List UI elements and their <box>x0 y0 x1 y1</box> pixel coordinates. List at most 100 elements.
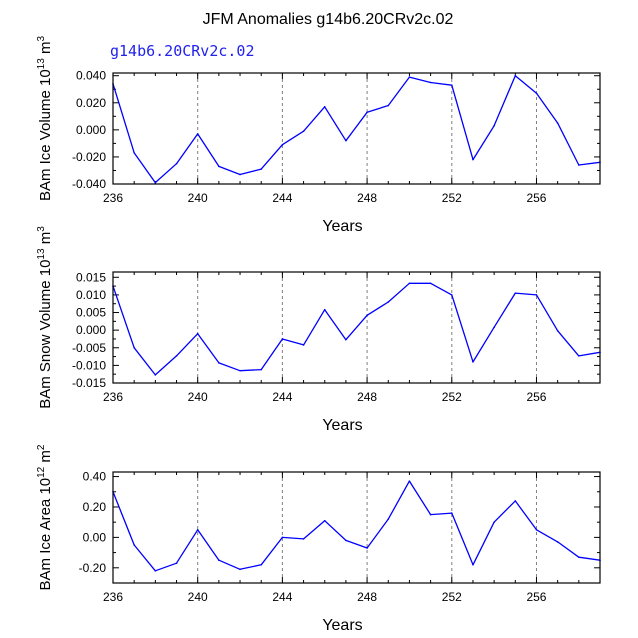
data-point <box>302 344 305 346</box>
data-point <box>154 374 157 376</box>
data-point <box>514 292 517 294</box>
x-tick-label: 248 <box>357 191 377 205</box>
data-point <box>281 143 284 146</box>
data-point <box>260 563 263 566</box>
data-point <box>281 338 284 340</box>
data-point <box>429 282 432 285</box>
data-point <box>366 547 368 549</box>
data-point <box>366 111 368 114</box>
y-axis-label: BAm Snow Volume 1013 m3 <box>36 226 54 409</box>
data-point <box>450 84 453 86</box>
data-point <box>175 562 178 565</box>
data-point <box>196 332 199 335</box>
data-point <box>345 338 347 341</box>
data-point <box>196 133 199 135</box>
plot-frame <box>112 72 601 185</box>
data-point <box>429 513 432 516</box>
y-tick-label: 0.015 <box>76 270 106 284</box>
data-point <box>408 76 411 78</box>
data-point <box>260 368 263 371</box>
data-point <box>133 346 135 349</box>
y-tick-label: -0.010 <box>72 358 106 372</box>
x-axis-label: Years <box>322 218 362 235</box>
data-point <box>387 518 390 520</box>
data-point <box>218 165 220 168</box>
x-tick-label: 236 <box>103 590 123 604</box>
data-point <box>387 301 390 303</box>
data-point <box>450 294 453 296</box>
data-point <box>260 168 263 170</box>
data-point <box>535 294 538 296</box>
data-point <box>239 568 241 571</box>
series-line <box>112 75 601 184</box>
data-point <box>472 563 474 566</box>
data-point <box>556 330 559 332</box>
figure-title: JFM Anomalies g14b6.20CRv2c.02 <box>203 11 454 28</box>
data-point <box>175 162 178 165</box>
x-tick-label: 256 <box>526 590 546 604</box>
y-axis-label: BAm Ice Area 1012 m2 <box>36 444 54 590</box>
x-tick-label: 248 <box>357 390 377 404</box>
y-tick-label: 0.20 <box>83 500 107 514</box>
data-point <box>239 369 241 372</box>
data-point <box>493 326 495 329</box>
y-axis-label: BAm Ice Volume 1013 m3 <box>36 36 54 202</box>
data-point <box>302 538 305 540</box>
y-tick-label: 0.000 <box>76 123 106 137</box>
y-tick-label: 0.000 <box>76 323 106 337</box>
data-point <box>493 521 495 523</box>
data-point <box>218 559 220 561</box>
x-tick-label: 244 <box>272 191 292 205</box>
data-point <box>535 92 538 95</box>
data-point <box>196 528 199 531</box>
data-point <box>302 130 305 133</box>
data-point <box>366 314 368 317</box>
data-point <box>345 539 347 542</box>
y-tick-label: 0.010 <box>76 288 106 302</box>
x-tick-label: 240 <box>188 390 208 404</box>
panel-ice-volume: 236 240 244 248 252 256 -0.040 -0.020 0.000 0.020… <box>36 36 601 235</box>
x-tick-label: 236 <box>103 191 123 205</box>
y-tick-label: 0.40 <box>83 470 107 484</box>
data-point <box>239 173 241 176</box>
x-tick-label: 236 <box>103 390 123 404</box>
data-point <box>408 282 411 285</box>
data-point <box>154 570 157 572</box>
y-tick-label: -0.040 <box>72 177 106 191</box>
data-point <box>514 500 517 502</box>
series-line <box>112 282 601 376</box>
panel-snow-volume: 236 240 244 248 252 256 -0.015 -0.010 -0.005 0.00… <box>36 226 601 434</box>
plot-frame <box>112 271 601 384</box>
figure-subtitle: g14b6.20CRv2c.02 <box>110 42 255 60</box>
x-tick-label: 248 <box>357 590 377 604</box>
y-tick-label: -0.20 <box>79 561 107 575</box>
data-point <box>429 81 432 84</box>
y-tick-label: -0.015 <box>72 376 106 390</box>
data-point <box>578 355 580 357</box>
y-tick-label: -0.020 <box>72 150 106 164</box>
series-line <box>112 480 601 572</box>
y-tick-label: 0.005 <box>76 306 106 320</box>
data-point <box>218 362 220 364</box>
plot-frame <box>112 471 601 584</box>
x-tick-label: 256 <box>526 390 546 404</box>
data-point <box>556 541 559 543</box>
y-tick-label: 0.040 <box>76 69 106 83</box>
data-point <box>323 308 326 311</box>
data-point <box>281 536 284 539</box>
data-point <box>175 355 178 357</box>
data-point <box>578 556 580 558</box>
data-point <box>387 104 390 107</box>
data-point <box>450 512 453 514</box>
x-axis-label: Years <box>322 417 362 434</box>
x-tick-label: 240 <box>188 191 208 205</box>
y-tick-label: 0.020 <box>76 96 106 110</box>
data-point <box>323 519 326 522</box>
data-point <box>472 361 474 363</box>
x-tick-label: 240 <box>188 590 208 604</box>
x-axis-label: Years <box>322 617 362 634</box>
x-tick-label: 244 <box>272 590 292 604</box>
data-point <box>514 74 517 77</box>
data-point <box>345 139 347 142</box>
